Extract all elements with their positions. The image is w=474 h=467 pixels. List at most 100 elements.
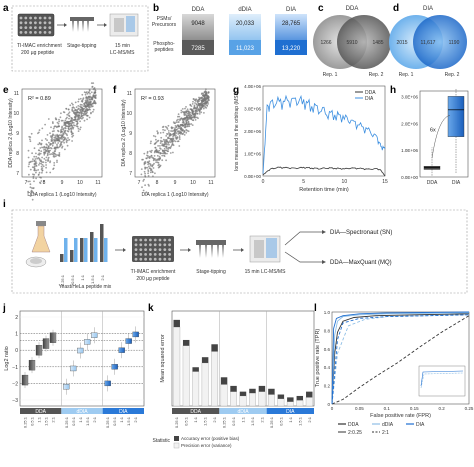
data-point: [191, 103, 194, 105]
data-point: [38, 153, 41, 156]
data-point: [156, 140, 159, 143]
data-point: [68, 114, 70, 117]
data-point: [183, 122, 185, 125]
data-point: [53, 150, 56, 153]
inset-line: [420, 370, 464, 387]
data-point: [159, 165, 161, 168]
data-point: [165, 142, 168, 145]
well: [158, 238, 162, 242]
data-point: [172, 137, 174, 140]
data-point: [198, 111, 201, 113]
x-tick-label: 1.5:1: [203, 416, 208, 426]
y-tick-label: 2.0E+06: [401, 121, 418, 126]
y-axis-label: Log2 ratio: [4, 346, 10, 370]
legend-label: 2:0.25: [348, 430, 362, 436]
data-point: [71, 135, 74, 138]
data-point: [75, 109, 78, 112]
data-point: [90, 100, 92, 103]
scatter-e-ylabel: DDA replica 2 (Log10 Intensity): [8, 98, 14, 168]
bar-precision: [173, 326, 181, 407]
data-point: [52, 167, 55, 170]
data-point: [29, 195, 32, 197]
data-point: [40, 180, 43, 182]
data-point: [43, 145, 46, 148]
inset-box: [418, 365, 466, 397]
data-point: [49, 132, 51, 135]
x-tick-label: 1:1: [37, 416, 42, 422]
mass-spec-icon-i: [249, 235, 281, 263]
data-point: [159, 152, 162, 155]
x-tick-label: 0.1: [384, 406, 391, 411]
y-tick-label: 0.8: [324, 328, 331, 333]
data-point: [72, 110, 74, 113]
data-point: [145, 191, 148, 194]
data-point: [74, 116, 77, 119]
bar-precision: [192, 371, 200, 407]
data-point: [187, 114, 189, 117]
data-point: [205, 88, 207, 91]
data-point: [189, 108, 192, 110]
x-tick-label: 1:1: [78, 416, 83, 422]
y-axis-label: True positive rate (TPR): [315, 329, 321, 388]
x-tick-label: 0.5:1: [184, 416, 189, 426]
roc-line: [331, 313, 470, 405]
data-point: [46, 139, 48, 142]
data-point: [94, 89, 97, 92]
data-point: [75, 106, 78, 108]
data-point: [30, 132, 33, 135]
data-point: [207, 91, 210, 93]
data-point: [33, 173, 36, 176]
data-point: [86, 111, 88, 113]
data-point: [39, 147, 42, 149]
well: [158, 248, 162, 252]
data-point: [32, 175, 35, 178]
data-point: [88, 116, 91, 119]
mix-ratio-label: 1.5:1: [90, 274, 95, 284]
data-point: [175, 132, 178, 135]
data-point: [172, 121, 175, 123]
data-point: [193, 116, 196, 119]
data-point: [189, 103, 192, 106]
data-point: [166, 147, 168, 150]
data-point: [79, 97, 82, 100]
y-tick-label: 0.0E+00: [401, 175, 418, 180]
data-point: [34, 163, 37, 165]
data-point: [29, 186, 32, 189]
well: [134, 257, 138, 261]
data-point: [86, 118, 88, 121]
data-point: [159, 142, 162, 145]
group-band: [61, 408, 103, 414]
data-point: [188, 117, 191, 120]
bar-accuracy: [173, 319, 180, 328]
step2-label: Stage-tipping: [67, 43, 97, 49]
mix-bar-hela: [104, 238, 108, 262]
data-point: [50, 153, 53, 155]
data-point: [38, 171, 41, 174]
data-point: [195, 112, 198, 114]
data-point: [201, 92, 204, 95]
bar-precision: [267, 394, 275, 407]
data-point: [94, 91, 96, 94]
data-point: [73, 119, 76, 122]
data-point: [58, 125, 61, 128]
data-point: [142, 158, 144, 161]
data-point: [177, 124, 180, 127]
data-point: [29, 180, 31, 183]
well: [144, 243, 148, 247]
x-axis-label: False positive rate (FPR): [370, 413, 431, 419]
well: [19, 21, 23, 25]
data-point: [168, 143, 170, 146]
data-point: [179, 132, 182, 135]
ddia-top-value: 20,033: [236, 21, 255, 27]
mix-bar-yeast: [90, 232, 94, 262]
data-point: [49, 147, 52, 149]
data-point: [44, 149, 47, 152]
data-point: [159, 132, 162, 134]
data-point: [72, 134, 75, 137]
data-point: [70, 130, 73, 133]
bar-precision: [211, 351, 219, 407]
bar-precision: [230, 391, 237, 407]
y-tick-label: 1.0: [324, 310, 331, 315]
data-point: [37, 173, 40, 176]
